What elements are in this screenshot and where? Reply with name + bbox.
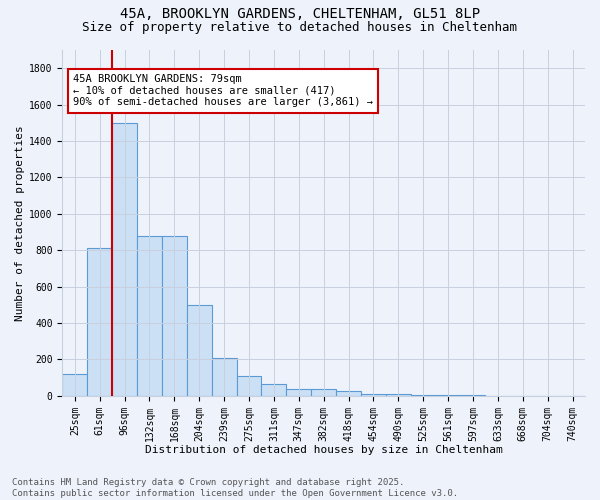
Bar	[212, 358, 236, 396]
Text: Size of property relative to detached houses in Cheltenham: Size of property relative to detached ho…	[83, 21, 517, 34]
Y-axis label: Number of detached properties: Number of detached properties	[15, 125, 25, 321]
Text: 45A BROOKLYN GARDENS: 79sqm
← 10% of detached houses are smaller (417)
90% of se: 45A BROOKLYN GARDENS: 79sqm ← 10% of det…	[73, 74, 373, 108]
Bar	[262, 384, 286, 396]
Bar	[236, 376, 262, 396]
Bar	[361, 394, 386, 396]
Bar	[112, 123, 137, 396]
Bar	[162, 236, 187, 396]
Bar	[336, 392, 361, 396]
Bar	[62, 374, 87, 396]
Text: 45A, BROOKLYN GARDENS, CHELTENHAM, GL51 8LP: 45A, BROOKLYN GARDENS, CHELTENHAM, GL51 …	[120, 8, 480, 22]
Bar	[286, 388, 311, 396]
Bar	[187, 305, 212, 396]
Bar	[311, 390, 336, 396]
Text: Contains HM Land Registry data © Crown copyright and database right 2025.
Contai: Contains HM Land Registry data © Crown c…	[12, 478, 458, 498]
Bar	[137, 236, 162, 396]
Bar	[411, 395, 436, 396]
Bar	[386, 394, 411, 396]
X-axis label: Distribution of detached houses by size in Cheltenham: Distribution of detached houses by size …	[145, 445, 503, 455]
Bar	[87, 248, 112, 396]
